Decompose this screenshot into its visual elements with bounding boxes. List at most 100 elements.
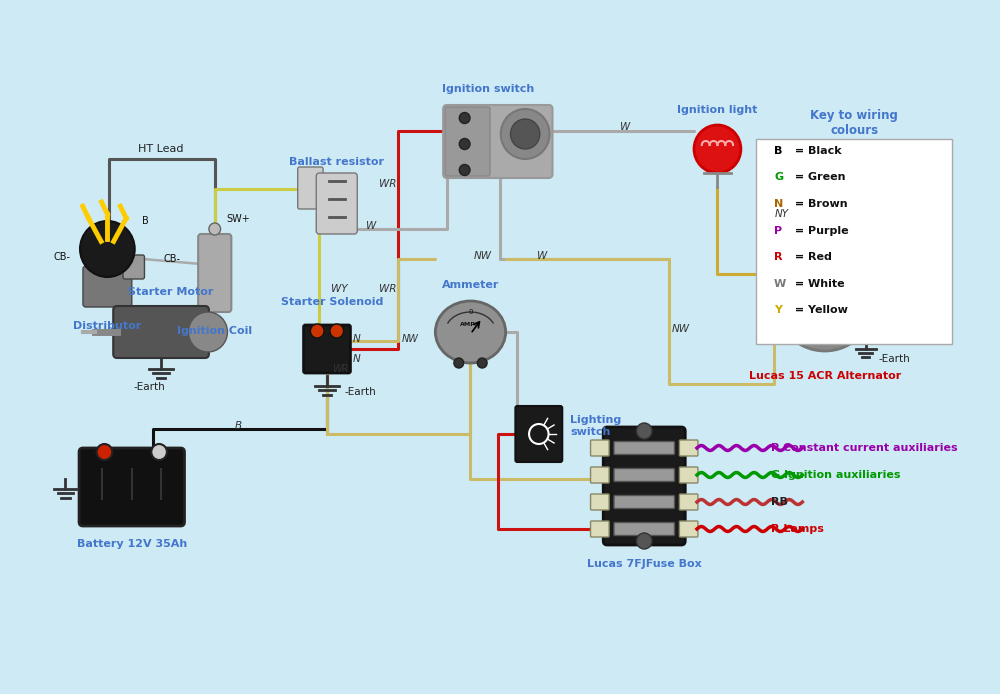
Text: Ignition light: Ignition light	[677, 105, 758, 115]
Circle shape	[477, 358, 487, 368]
Text: Key to wiring
colours: Key to wiring colours	[810, 109, 898, 137]
Text: Ignition switch: Ignition switch	[442, 84, 534, 94]
FancyBboxPatch shape	[591, 467, 609, 483]
Ellipse shape	[435, 301, 506, 363]
Text: Distributor: Distributor	[73, 321, 141, 331]
Text: Y: Y	[774, 305, 782, 315]
FancyBboxPatch shape	[614, 523, 675, 536]
Text: -Earth: -Earth	[133, 382, 165, 392]
FancyBboxPatch shape	[443, 105, 552, 178]
Text: W: W	[620, 122, 630, 132]
Text: P: P	[774, 226, 782, 235]
Text: NW: NW	[672, 324, 690, 334]
FancyBboxPatch shape	[603, 427, 685, 545]
Circle shape	[774, 247, 876, 351]
Circle shape	[459, 164, 470, 176]
FancyBboxPatch shape	[679, 494, 698, 510]
Text: WR: WR	[379, 284, 396, 294]
Circle shape	[818, 238, 832, 252]
Text: WR: WR	[332, 364, 348, 374]
FancyBboxPatch shape	[591, 521, 609, 537]
Text: W: W	[774, 278, 786, 289]
FancyBboxPatch shape	[198, 234, 231, 312]
Text: -Earth: -Earth	[345, 387, 376, 397]
FancyBboxPatch shape	[83, 266, 132, 307]
Text: HT Lead: HT Lead	[138, 144, 184, 154]
Text: SW+: SW+	[226, 214, 250, 224]
Text: Starter Solenoid: Starter Solenoid	[281, 297, 383, 307]
FancyBboxPatch shape	[756, 139, 952, 344]
FancyBboxPatch shape	[614, 468, 675, 482]
Text: = Purple: = Purple	[791, 226, 848, 235]
Text: RB: RB	[771, 497, 788, 507]
FancyBboxPatch shape	[614, 441, 675, 455]
Text: = Red: = Red	[791, 252, 832, 262]
Text: CB-: CB-	[164, 254, 181, 264]
Circle shape	[459, 112, 470, 124]
Circle shape	[791, 264, 859, 334]
Text: AMPS: AMPS	[460, 321, 481, 326]
FancyBboxPatch shape	[679, 467, 698, 483]
Text: Lucas 15 ACR Alternator: Lucas 15 ACR Alternator	[749, 371, 901, 381]
Text: NW: NW	[473, 251, 491, 261]
Circle shape	[636, 533, 652, 549]
Text: N: N	[352, 354, 360, 364]
FancyBboxPatch shape	[679, 440, 698, 456]
Text: Ammeter: Ammeter	[442, 280, 499, 290]
FancyBboxPatch shape	[123, 255, 144, 279]
Text: W: W	[537, 251, 547, 261]
Text: WY: WY	[331, 284, 348, 294]
Text: N: N	[352, 334, 360, 344]
Text: NY: NY	[775, 209, 789, 219]
FancyBboxPatch shape	[113, 306, 209, 358]
Circle shape	[459, 139, 470, 149]
FancyBboxPatch shape	[304, 325, 350, 373]
Text: WR: WR	[379, 179, 396, 189]
Circle shape	[511, 119, 540, 149]
Circle shape	[330, 324, 344, 338]
FancyBboxPatch shape	[515, 406, 562, 462]
Text: NW: NW	[402, 334, 419, 344]
Text: Lucas 7FJFuse Box: Lucas 7FJFuse Box	[587, 559, 702, 569]
Text: B: B	[774, 146, 782, 156]
FancyBboxPatch shape	[679, 521, 698, 537]
Circle shape	[694, 125, 741, 173]
FancyBboxPatch shape	[445, 107, 490, 176]
Text: = Yellow: = Yellow	[791, 305, 848, 315]
Text: = Green: = Green	[791, 173, 845, 183]
Text: -Earth: -Earth	[879, 354, 910, 364]
Circle shape	[151, 444, 167, 460]
Circle shape	[636, 423, 652, 439]
Circle shape	[209, 223, 221, 235]
Text: P Constant current auxiliaries: P Constant current auxiliaries	[771, 443, 958, 453]
Text: Starter Motor: Starter Motor	[128, 287, 214, 297]
Text: R: R	[774, 252, 783, 262]
Text: Lighting
switch: Lighting switch	[570, 415, 621, 437]
Text: B: B	[234, 421, 241, 431]
Circle shape	[454, 358, 464, 368]
Circle shape	[97, 444, 112, 460]
Text: B: B	[142, 216, 148, 226]
Text: Ignition Coil: Ignition Coil	[177, 326, 252, 336]
Circle shape	[501, 109, 550, 159]
Text: = Black: = Black	[791, 146, 841, 156]
Circle shape	[188, 312, 227, 352]
Text: 0: 0	[468, 309, 473, 315]
Text: = White: = White	[791, 278, 844, 289]
Text: Battery 12V 35Ah: Battery 12V 35Ah	[77, 539, 187, 549]
Text: CB-: CB-	[53, 252, 70, 262]
Circle shape	[310, 324, 324, 338]
FancyBboxPatch shape	[591, 494, 609, 510]
Text: G Ignition auxiliaries: G Ignition auxiliaries	[771, 470, 901, 480]
Text: Ballast resistor: Ballast resistor	[289, 157, 384, 167]
Circle shape	[80, 221, 135, 277]
FancyBboxPatch shape	[795, 233, 855, 257]
Text: R Lamps: R Lamps	[771, 524, 824, 534]
FancyBboxPatch shape	[316, 173, 357, 234]
FancyBboxPatch shape	[614, 496, 675, 509]
FancyBboxPatch shape	[298, 167, 323, 209]
FancyBboxPatch shape	[591, 440, 609, 456]
Text: = Brown: = Brown	[791, 199, 847, 209]
Text: W: W	[366, 221, 376, 231]
Text: N: N	[774, 199, 783, 209]
